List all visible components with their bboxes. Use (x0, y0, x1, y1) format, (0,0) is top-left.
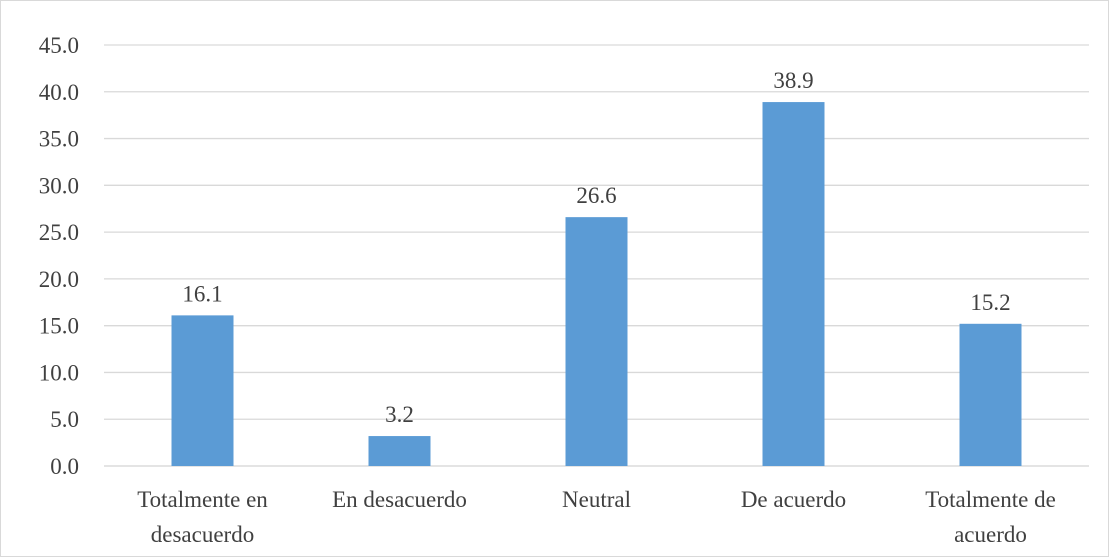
y-tick-label: 40.0 (39, 80, 79, 105)
y-tick-label: 30.0 (39, 173, 79, 198)
data-label: 3.2 (385, 402, 414, 427)
y-tick-label: 20.0 (39, 267, 79, 292)
bar (959, 323, 1022, 466)
category-label: Totalmente en (137, 487, 268, 512)
category-label: En desacuerdo (332, 487, 467, 512)
y-tick-label: 15.0 (39, 314, 79, 339)
y-tick-label: 45.0 (39, 33, 79, 58)
y-tick-label: 25.0 (39, 220, 79, 245)
category-label: desacuerdo (151, 522, 254, 547)
data-label: 15.2 (970, 290, 1010, 315)
data-label: 26.6 (576, 183, 616, 208)
category-label: Totalmente de (925, 487, 1056, 512)
y-tick-label: 35.0 (39, 127, 79, 152)
y-tick-label: 0.0 (50, 454, 79, 479)
y-tick-label: 10.0 (39, 360, 79, 385)
bar (171, 315, 234, 466)
bar (565, 217, 628, 466)
y-axis-ticks: 0.0 5.0 10.0 15.0 20.0 25.0 30.0 35.0 40.0 45.0 (39, 33, 79, 479)
category-label: acuerdo (954, 522, 1027, 547)
bar (762, 102, 825, 467)
bars (171, 102, 1022, 467)
x-axis-categories: Totalmente en desacuerdo En desacuerdo Neut… (137, 487, 1056, 547)
category-label: De acuerdo (741, 487, 846, 512)
bar (368, 436, 431, 466)
category-label: Neutral (562, 487, 631, 512)
data-labels: 16.1 3.2 26.6 38.9 15.2 (182, 68, 1010, 427)
y-tick-label: 5.0 (50, 407, 79, 432)
data-label: 16.1 (182, 281, 222, 306)
data-label: 38.9 (773, 68, 813, 93)
